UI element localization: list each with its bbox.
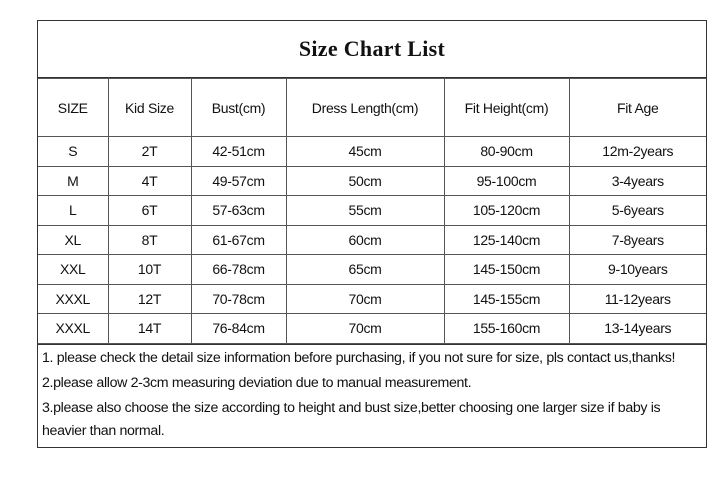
size-table: SIZE Kid Size Bust(cm) Dress Length(cm) Fit … [38, 78, 706, 344]
table-row: L 6T 57-63cm 55cm 105-120cm 5-6years [38, 195, 706, 226]
table-row: XXL 10T 66-78cm 65cm 145-150cm 9-10years [38, 254, 706, 285]
chart-title: Size Chart List [38, 21, 706, 78]
table-cell: 12T [107, 283, 192, 314]
table-cell: XXL [38, 254, 109, 285]
column-header: Fit Age [568, 78, 706, 137]
column-header: SIZE [38, 78, 109, 137]
table-cell: 4T [107, 165, 192, 196]
table-cell: M [38, 165, 109, 196]
table-cell: 50cm [285, 165, 445, 196]
column-header: Kid Size [107, 78, 192, 137]
table-cell: XXXL [38, 283, 109, 314]
table-cell: 145-155cm [443, 283, 570, 314]
table-cell: 14T [107, 313, 192, 344]
note-2: 2.please allow 2-3cm measuring deviation… [42, 374, 472, 391]
table-cell: 125-140cm [443, 224, 570, 255]
table-row: XXXL 14T 76-84cm 70cm 155-160cm 13-14years [38, 313, 706, 344]
table-cell: 42-51cm [190, 136, 287, 167]
table-cell: 145-150cm [443, 254, 570, 285]
table-cell: 7-8years [568, 224, 706, 255]
table-cell: 8T [107, 224, 192, 255]
table-cell: 12m-2years [568, 136, 706, 167]
table-row: S 2T 42-51cm 45cm 80-90cm 12m-2years [38, 136, 706, 167]
table-cell: XXXL [38, 313, 109, 344]
table-cell: 105-120cm [443, 195, 570, 226]
table-cell: S [38, 136, 109, 167]
note-3: 3.please also choose the size according … [42, 399, 661, 439]
table-cell: XL [38, 224, 109, 255]
column-header: Bust(cm) [190, 78, 287, 137]
table-cell: 49-57cm [190, 165, 287, 196]
table-row: XXXL 12T 70-78cm 70cm 145-155cm 11-12years [38, 283, 706, 314]
table-cell: 95-100cm [443, 165, 570, 196]
table-cell: 45cm [285, 136, 445, 167]
note-1: 1. please check the detail size informat… [42, 349, 676, 366]
table-cell: 60cm [285, 224, 445, 255]
table-cell: 55cm [285, 195, 445, 226]
table-row: XL 8T 61-67cm 60cm 125-140cm 7-8years [38, 224, 706, 255]
table-cell: L [38, 195, 109, 226]
column-header: Fit Height(cm) [443, 78, 570, 137]
table-cell: 65cm [285, 254, 445, 285]
table-cell: 9-10years [568, 254, 706, 285]
table-cell: 80-90cm [443, 136, 570, 167]
table-cell: 76-84cm [190, 313, 287, 344]
table-cell: 11-12years [568, 283, 706, 314]
table-cell: 155-160cm [443, 313, 570, 344]
table-cell: 61-67cm [190, 224, 287, 255]
size-chart: Size Chart List SIZE Kid Size Bust(cm) Dres… [37, 20, 707, 448]
header-row: SIZE Kid Size Bust(cm) Dress Length(cm) Fit … [38, 78, 706, 137]
table-cell: 6T [107, 195, 192, 226]
table-cell: 66-78cm [190, 254, 287, 285]
notes-section: 1. please check the detail size informat… [38, 343, 706, 447]
table-cell: 3-4years [568, 165, 706, 196]
table-cell: 57-63cm [190, 195, 287, 226]
table-cell: 70cm [285, 283, 445, 314]
table-cell: 10T [107, 254, 192, 285]
table-cell: 2T [107, 136, 192, 167]
column-header: Dress Length(cm) [285, 78, 445, 137]
table-cell: 70-78cm [190, 283, 287, 314]
table-cell: 13-14years [568, 313, 706, 344]
table-row: M 4T 49-57cm 50cm 95-100cm 3-4years [38, 165, 706, 196]
table-cell: 5-6years [568, 195, 706, 226]
table-cell: 70cm [285, 313, 445, 344]
